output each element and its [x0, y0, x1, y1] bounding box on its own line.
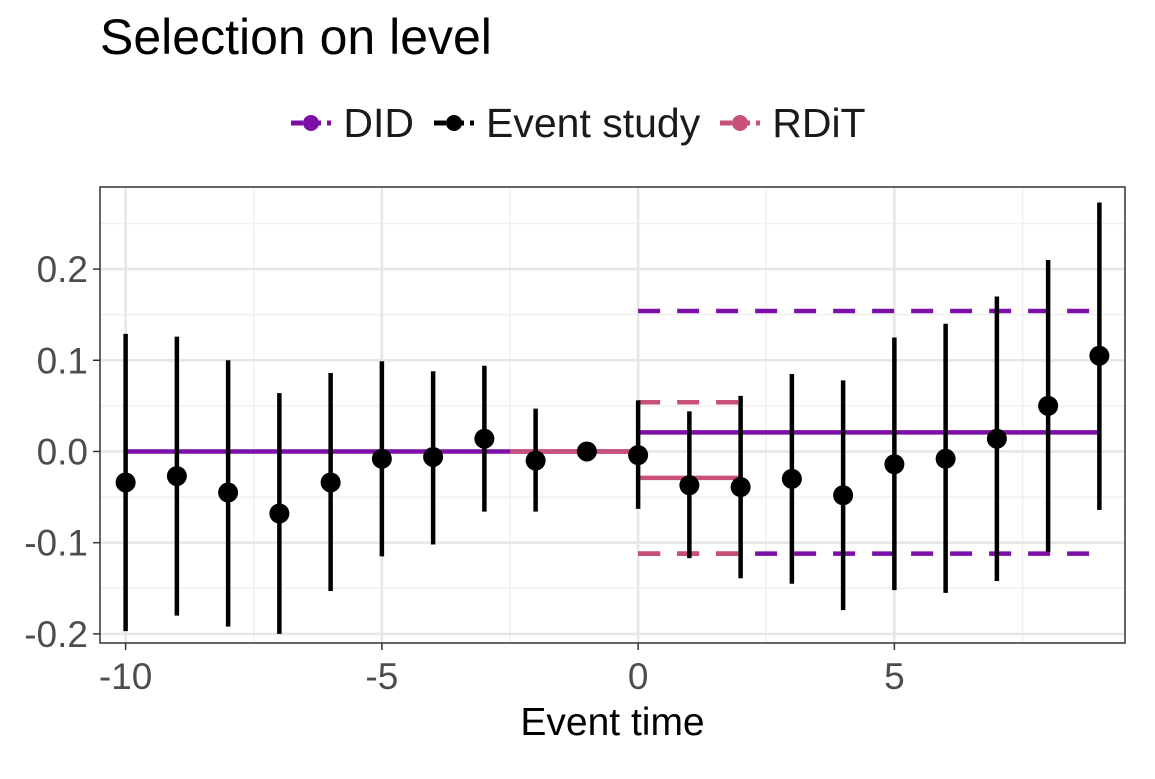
event-study-point [576, 441, 597, 462]
event-study-point [320, 472, 341, 493]
x-tick-label: -5 [365, 656, 398, 697]
legend-label-rdit: RDiT [772, 99, 866, 146]
event-study-point [1089, 345, 1110, 366]
event-study-point [884, 454, 905, 475]
event-study-point [833, 485, 854, 506]
y-tick-label: 0.0 [37, 431, 88, 472]
y-tick-label: 0.2 [37, 249, 88, 290]
y-tick-label: -0.2 [24, 614, 88, 655]
x-tick-label: 5 [884, 656, 905, 697]
chart-title: Selection on level [100, 9, 492, 65]
x-tick-label: -10 [99, 656, 152, 697]
legend-key-rdit [720, 115, 761, 131]
event-study-point [1038, 395, 1059, 416]
x-axis-title: Event time [520, 701, 704, 744]
legend-key-did [291, 115, 332, 131]
event-study-point [269, 503, 290, 524]
legend-key-event-study [434, 115, 474, 131]
event-study-point [218, 482, 239, 503]
event-study-point [115, 472, 136, 493]
event-study-point [474, 428, 495, 449]
event-study-point [628, 445, 649, 466]
event-study-point [525, 450, 546, 471]
legend-label-event-study: Event study [486, 99, 701, 146]
panel-border [99, 186, 1126, 644]
event-study-point [166, 466, 187, 487]
legend-item-rdit: RDiT [718, 99, 866, 147]
legend-item-did: DID [289, 100, 414, 147]
legend-label-did: DID [343, 99, 414, 146]
event-study-point [423, 446, 444, 467]
legend: DID Event study RDiT [0, 98, 1155, 148]
event-study-point [730, 477, 751, 498]
event-study-point [679, 475, 700, 496]
legend-item-event-study: Event study [432, 100, 700, 147]
event-study-point [371, 448, 392, 469]
event-study-point [935, 448, 956, 469]
y-tick-label: -0.1 [24, 523, 88, 564]
x-tick-label: 0 [628, 656, 649, 697]
y-tick-label: 0.1 [37, 340, 88, 381]
event-study-point [781, 468, 802, 489]
panel-background [100, 187, 1125, 643]
event-study-point [986, 428, 1007, 449]
